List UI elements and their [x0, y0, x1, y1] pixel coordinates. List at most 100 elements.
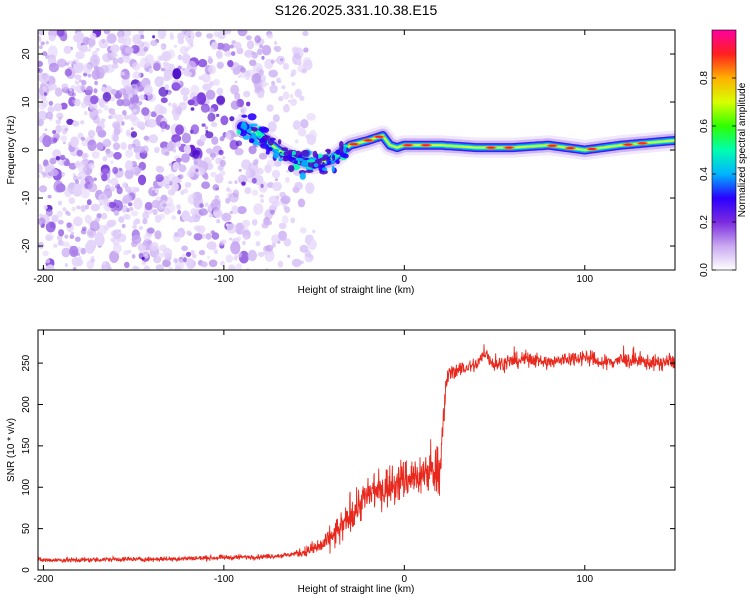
noise-blob	[123, 194, 133, 204]
noise-blob	[224, 50, 232, 57]
noise-blob	[49, 157, 57, 165]
noise-blob	[142, 145, 149, 154]
noise-blob	[155, 174, 164, 183]
noise-blob	[302, 56, 312, 66]
noise-blob	[172, 162, 180, 171]
ridge-hotspot	[548, 144, 557, 147]
noise-blob	[38, 217, 46, 226]
noise-blob	[38, 60, 43, 67]
noise-blob	[162, 259, 171, 268]
noise-blob	[256, 48, 263, 56]
noise-blob	[155, 264, 164, 270]
noise-blob	[120, 71, 125, 76]
noise-blob	[53, 103, 63, 112]
colorbar-frame	[711, 29, 737, 271]
ridge-blob	[281, 147, 289, 151]
noise-blob	[184, 30, 195, 43]
noise-blob	[130, 131, 138, 138]
noise-blob	[201, 72, 211, 83]
noise-blob	[121, 98, 131, 107]
colorbar-tick-label: 0.8	[699, 71, 710, 85]
noise-blob	[208, 81, 215, 87]
noise-blob	[117, 57, 124, 64]
ridge-blob	[292, 150, 296, 156]
noise-blob	[128, 113, 137, 122]
ridge-blob	[339, 141, 344, 148]
noise-blob	[62, 207, 67, 212]
noise-blob	[260, 198, 264, 203]
noise-blob	[72, 120, 80, 127]
noise-blob	[102, 261, 106, 266]
noise-blob	[144, 253, 149, 259]
ridge-blob	[319, 157, 328, 161]
noise-blob	[233, 255, 238, 261]
noise-blob	[213, 31, 220, 38]
noise-blob	[229, 44, 234, 49]
noise-blob	[159, 76, 164, 82]
noise-blob	[205, 131, 214, 139]
noise-blob	[43, 92, 47, 96]
colorbar-tick-label: 0.0	[699, 263, 710, 277]
noise-blob	[210, 230, 215, 235]
noise-blob	[285, 177, 290, 183]
ridge-blob	[251, 132, 257, 139]
noise-blob	[112, 166, 118, 174]
noise-blob	[80, 136, 86, 141]
noise-blob	[144, 201, 153, 211]
noise-blob	[131, 254, 136, 259]
noise-blob	[113, 210, 120, 216]
ridge-blob	[288, 165, 295, 172]
noise-blob	[243, 235, 249, 241]
noise-blob	[150, 111, 157, 118]
noise-blob	[211, 156, 215, 161]
noise-blob	[254, 230, 261, 236]
noise-blob	[87, 139, 97, 151]
noise-blob	[171, 215, 177, 220]
noise-blob	[80, 85, 86, 91]
noise-blob	[188, 216, 195, 223]
noise-blob	[260, 183, 264, 188]
noise-blob	[112, 243, 122, 254]
noise-blob	[149, 241, 159, 252]
noise-blob	[71, 206, 77, 212]
ridge-blob	[241, 114, 248, 118]
noise-blob	[133, 197, 143, 210]
noise-blob	[278, 96, 284, 102]
noise-blob	[156, 252, 164, 259]
noise-blob	[111, 63, 115, 67]
noise-blob	[60, 242, 65, 247]
noise-blob	[169, 34, 175, 40]
y-tick-label: 100	[21, 478, 32, 495]
ridge-hotspot	[364, 139, 373, 142]
x-tick-label: -100	[214, 574, 234, 585]
noise-blob	[154, 214, 162, 223]
ridge-blob	[335, 159, 340, 165]
noise-blob	[312, 229, 316, 233]
ridge-blob	[277, 139, 282, 145]
noise-blob	[53, 243, 58, 248]
x-tick-label: -100	[214, 274, 234, 285]
noise-blob	[99, 100, 105, 108]
spectrogram-y-axis: -20 -10 0 10 20	[21, 48, 675, 253]
noise-blob	[64, 68, 73, 77]
noise-blob	[244, 49, 254, 58]
noise-blob	[289, 94, 294, 99]
noise-blob	[106, 33, 117, 44]
ridge-blob	[331, 165, 335, 173]
snr-y-label: SNR (10 * v/v)	[6, 418, 17, 482]
noise-blob	[218, 149, 224, 156]
noise-blob	[171, 82, 181, 91]
noise-blob	[280, 195, 291, 205]
noise-blob	[198, 59, 208, 68]
snr-panel: -200 -100 0 100 0 50 100 150 200 250 Height of s…	[6, 329, 676, 595]
noise-blob	[80, 189, 90, 199]
noise-blob	[42, 135, 52, 148]
noise-blob	[85, 85, 93, 95]
noise-blob	[245, 35, 252, 41]
noise-blob	[174, 232, 179, 237]
noise-blob	[300, 119, 309, 129]
noise-blob	[122, 110, 127, 116]
noise-blob	[38, 45, 43, 50]
noise-blob	[141, 261, 147, 265]
noise-blob	[62, 141, 66, 145]
